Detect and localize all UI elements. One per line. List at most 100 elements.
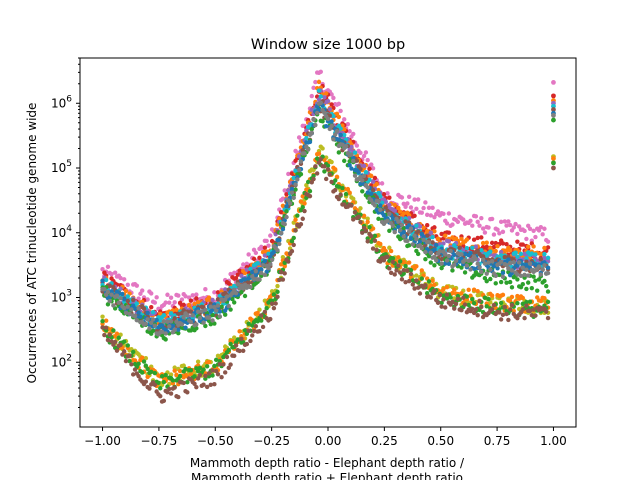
data-point (459, 265, 464, 270)
data-point (479, 269, 484, 275)
data-point (342, 117, 347, 122)
data-point (365, 185, 370, 190)
data-point (293, 228, 298, 233)
data-point (333, 178, 338, 183)
data-point (336, 184, 342, 189)
data-point (482, 295, 488, 300)
data-point (358, 166, 363, 172)
data-point (498, 300, 504, 306)
data-point (176, 293, 181, 298)
data-point (518, 273, 524, 279)
data-point (201, 382, 206, 387)
data-point (443, 252, 448, 257)
data-point (140, 355, 145, 360)
data-point (121, 277, 127, 282)
data-point (134, 301, 140, 306)
data-point (453, 258, 459, 264)
data-point (399, 222, 405, 228)
data-points (100, 69, 556, 404)
data-point (432, 247, 437, 252)
data-point (388, 248, 394, 254)
data-point (197, 315, 203, 321)
data-point (118, 342, 123, 348)
data-point (390, 223, 396, 229)
data-point (295, 213, 300, 218)
data-point (491, 232, 497, 237)
data-point (446, 211, 452, 216)
data-point (217, 314, 222, 319)
data-point (471, 300, 477, 306)
data-point (167, 300, 172, 305)
data-point (406, 194, 412, 199)
data-point (351, 158, 356, 164)
data-point (536, 264, 542, 269)
data-point (414, 264, 419, 269)
data-point (232, 270, 237, 276)
data-point (489, 240, 495, 246)
data-point (347, 163, 352, 168)
data-point (158, 318, 163, 323)
data-point (455, 219, 461, 225)
data-point (311, 85, 316, 91)
data-point (253, 250, 259, 256)
data-point (347, 129, 352, 134)
data-point (103, 277, 109, 283)
data-point (138, 291, 143, 296)
data-point (120, 291, 125, 297)
data-point (498, 219, 504, 225)
data-point (116, 335, 121, 340)
data-point (520, 295, 525, 301)
data-point (287, 201, 293, 206)
data-point (406, 243, 412, 248)
data-point (305, 147, 311, 152)
data-point (313, 122, 318, 128)
data-point (132, 367, 138, 372)
data-point (300, 147, 305, 153)
data-point (167, 324, 172, 329)
data-point (482, 261, 488, 266)
data-point (486, 296, 491, 302)
data-point (318, 100, 323, 106)
data-point (233, 290, 239, 296)
data-point (369, 173, 374, 179)
data-point (304, 183, 309, 188)
data-point (477, 223, 482, 228)
data-point (515, 231, 520, 237)
data-point (226, 347, 231, 353)
data-point (509, 294, 515, 300)
data-point (417, 291, 423, 296)
data-point (268, 262, 273, 267)
data-point (161, 379, 167, 385)
data-point (497, 310, 502, 315)
data-point (365, 239, 370, 244)
data-point (363, 170, 369, 175)
data-point (275, 289, 280, 295)
data-point (408, 268, 414, 273)
data-point (322, 110, 327, 116)
y-tick-label: 105 (51, 159, 72, 175)
data-point (149, 369, 154, 375)
data-point (397, 270, 403, 275)
data-point (396, 255, 401, 260)
data-point (311, 173, 316, 179)
data-point (545, 255, 551, 260)
data-point (450, 268, 455, 273)
data-point (425, 212, 430, 218)
data-point (408, 205, 414, 210)
data-point (340, 142, 345, 147)
data-point (536, 277, 542, 282)
data-point (387, 245, 392, 250)
data-point (515, 301, 520, 306)
data-point (531, 244, 536, 249)
data-point (446, 230, 452, 235)
data-point (462, 257, 468, 263)
data-point (352, 173, 358, 178)
data-point (378, 194, 383, 199)
data-point (174, 372, 179, 377)
data-point (406, 278, 412, 284)
data-point (473, 256, 479, 262)
data-point (423, 200, 428, 205)
data-point (439, 265, 444, 271)
data-point (432, 288, 437, 293)
data-point (471, 310, 477, 316)
